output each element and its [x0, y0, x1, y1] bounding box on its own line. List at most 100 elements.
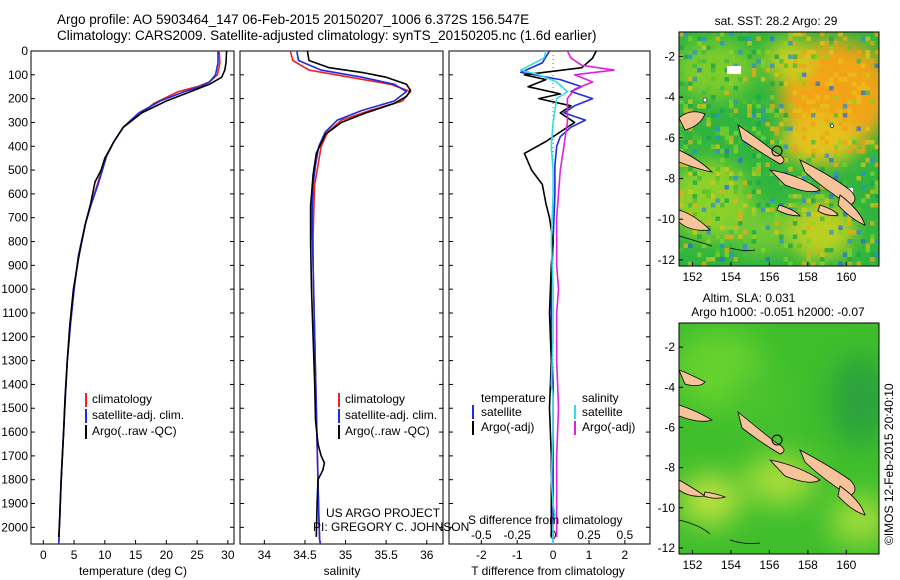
- x-tick-label-salinity: 0.5: [617, 528, 634, 542]
- sst-pixel: [729, 99, 734, 104]
- sst-pixel: [851, 167, 857, 172]
- map-y-tick-label: -2: [664, 49, 675, 63]
- sst-pixel: [847, 252, 852, 257]
- sst-pixel: [815, 95, 820, 100]
- sst-pixel: [792, 131, 798, 136]
- sst-pixel: [797, 63, 802, 68]
- sst-pixel: [820, 212, 825, 217]
- sst-pixel: [729, 149, 734, 154]
- sst-pixel: [756, 50, 761, 55]
- sst-pixel: [851, 239, 857, 244]
- sst-pixel: [811, 122, 816, 127]
- sst-pixel: [851, 99, 857, 104]
- sst-pixel: [706, 45, 711, 50]
- sst-pixel: [692, 50, 698, 55]
- sst-pixel: [856, 95, 861, 100]
- sst-pixel: [733, 158, 739, 163]
- x-tick-label: 1: [586, 548, 593, 562]
- sst-pixel: [870, 180, 875, 185]
- sst-pixel: [701, 198, 707, 203]
- sst-pixel: [710, 45, 716, 50]
- sst-pixel: [847, 216, 852, 221]
- sst-pixel: [851, 140, 857, 145]
- plot-title-line1: Argo profile: AO 5903464_147 06-Feb-2015…: [57, 12, 530, 27]
- sst-pixel: [788, 126, 793, 131]
- sst-pixel: [801, 81, 807, 86]
- sst-pixel: [829, 194, 834, 199]
- sst-pixel: [697, 36, 702, 41]
- sst-pixel: [715, 248, 720, 253]
- sst-pixel: [801, 126, 807, 131]
- sst-pixel: [679, 162, 684, 167]
- sst-pixel: [720, 194, 725, 199]
- sst-pixel: [833, 68, 839, 73]
- salinity-panel: [239, 50, 444, 545]
- sst-pixel: [733, 63, 739, 68]
- sst-pixel: [870, 189, 875, 194]
- sst-pixel: [706, 104, 711, 109]
- sst-pixel: [715, 36, 720, 41]
- sst-pixel: [842, 180, 848, 185]
- sst-pixel: [792, 234, 798, 239]
- sst-pixel: [851, 230, 857, 235]
- sst-pixel: [811, 153, 816, 158]
- sst-pixel: [788, 194, 793, 199]
- map-x-tick-label: 154: [721, 558, 741, 572]
- sst-pixel: [865, 36, 870, 41]
- x-tick-label: 5: [71, 548, 78, 562]
- sst-pixel: [733, 86, 739, 91]
- sst-pixel: [856, 252, 861, 257]
- sst-pixel: [683, 140, 688, 145]
- sst-pixel: [820, 261, 825, 266]
- sst-pixel: [779, 104, 784, 109]
- y-tick-label: 0: [21, 44, 28, 58]
- sst-pixel: [729, 104, 734, 109]
- sst-pixel: [783, 158, 789, 163]
- sst-pixel: [870, 99, 875, 104]
- sst-pixel: [833, 59, 839, 64]
- sst-pixel: [715, 257, 720, 262]
- sst-pixel: [733, 99, 739, 104]
- sst-pixel: [833, 153, 839, 158]
- sst-pixel: [760, 135, 766, 140]
- sst-pixel: [856, 126, 861, 131]
- sst-pixel: [861, 81, 866, 86]
- map-y-tick-label: -4: [664, 90, 675, 104]
- sst-pixel: [792, 144, 798, 149]
- sst-pixel: [770, 207, 775, 212]
- sst-pixel: [710, 99, 716, 104]
- sst-pixel: [838, 59, 843, 64]
- x-tick-label: 34: [258, 548, 272, 562]
- sst-pixel: [856, 99, 861, 104]
- sst-pixel: [870, 144, 875, 149]
- sst-pixel: [801, 135, 807, 140]
- sst-pixel: [770, 140, 775, 145]
- x-tick-label-salinity: -0.25: [504, 528, 532, 542]
- sst-pixel: [742, 36, 748, 41]
- sst-pixel: [770, 104, 775, 109]
- sst-pixel: [724, 167, 729, 172]
- sst-pixel: [770, 198, 775, 203]
- sst-pixel: [770, 126, 775, 131]
- sst-pixel: [688, 81, 693, 86]
- sst-pixel: [856, 50, 861, 55]
- sst-pixel: [797, 72, 802, 77]
- sst-pixel: [774, 212, 779, 217]
- sst-pixel: [756, 95, 761, 100]
- sst-pixel: [679, 189, 684, 194]
- sst-pixel: [742, 50, 748, 55]
- sst-pixel: [765, 207, 770, 212]
- sst-pixel: [774, 54, 779, 59]
- legend-argo: Argo(..raw -QC): [345, 424, 430, 438]
- sst-pixel: [715, 198, 720, 203]
- sst-pixel: [760, 117, 766, 122]
- sst-pixel: [710, 63, 716, 68]
- sst-pixel: [861, 185, 866, 190]
- sst-pixel: [870, 261, 875, 266]
- sst-pixel: [701, 261, 707, 266]
- sst-pixel: [724, 198, 729, 203]
- x-tick-label: 25: [190, 548, 204, 562]
- sst-pixel: [692, 203, 698, 208]
- sst-pixel: [792, 203, 798, 208]
- sst-pixel: [724, 185, 729, 190]
